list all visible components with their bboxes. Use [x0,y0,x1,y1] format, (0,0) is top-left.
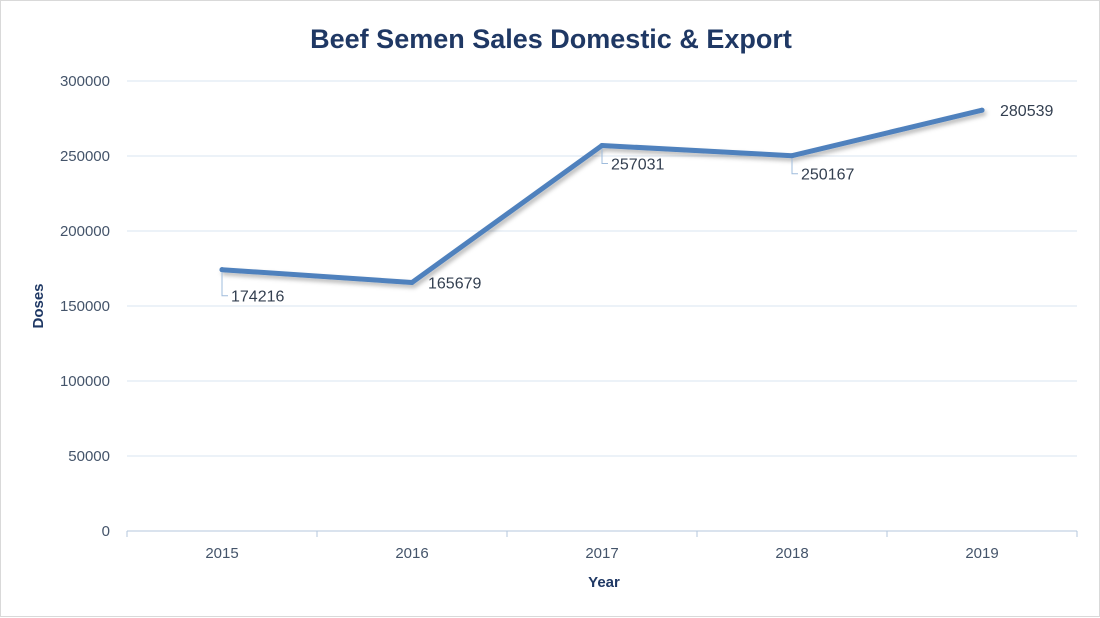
label-leader-line [791,158,798,175]
y-tick-label: 50000 [68,448,110,465]
data-label: 257031 [611,156,664,173]
y-tick-label: 250000 [60,148,110,165]
series-group [219,107,985,285]
y-tick-label: 0 [102,523,110,540]
x-tick-label: 2017 [585,545,618,562]
data-point [789,153,795,159]
y-tick-label: 300000 [60,73,110,90]
label-leader-line [221,272,228,297]
y-tick-label: 200000 [60,223,110,240]
chart-title: Beef Semen Sales Domestic & Export [310,24,792,54]
data-label: 250167 [801,167,854,184]
x-axis-label: Year [588,574,620,591]
data-point [979,107,985,113]
data-label: 280539 [1000,103,1053,120]
x-axis-ticks: 2015 2016 2017 2018 2019 [205,545,998,562]
data-point [599,142,605,148]
x-tick-label: 2019 [965,545,998,562]
data-label: 174216 [231,289,284,306]
data-point [409,279,415,285]
gridlines [127,80,1077,457]
data-labels: 174216 165679 257031 250167 280539 [221,103,1053,306]
y-tick-label: 100000 [60,373,110,390]
x-tick-label: 2018 [775,545,808,562]
data-point [219,267,225,273]
y-tick-label: 150000 [60,298,110,315]
x-tick-label: 2015 [205,545,238,562]
series-line [219,107,985,285]
y-axis-label: Doses [30,283,47,328]
data-label: 165679 [428,275,481,292]
y-axis-ticks: 0 50000 100000 150000 200000 250000 300000 [60,73,110,540]
label-leader-line [601,148,608,164]
x-axis [126,530,1078,537]
x-tick-label: 2016 [395,545,428,562]
